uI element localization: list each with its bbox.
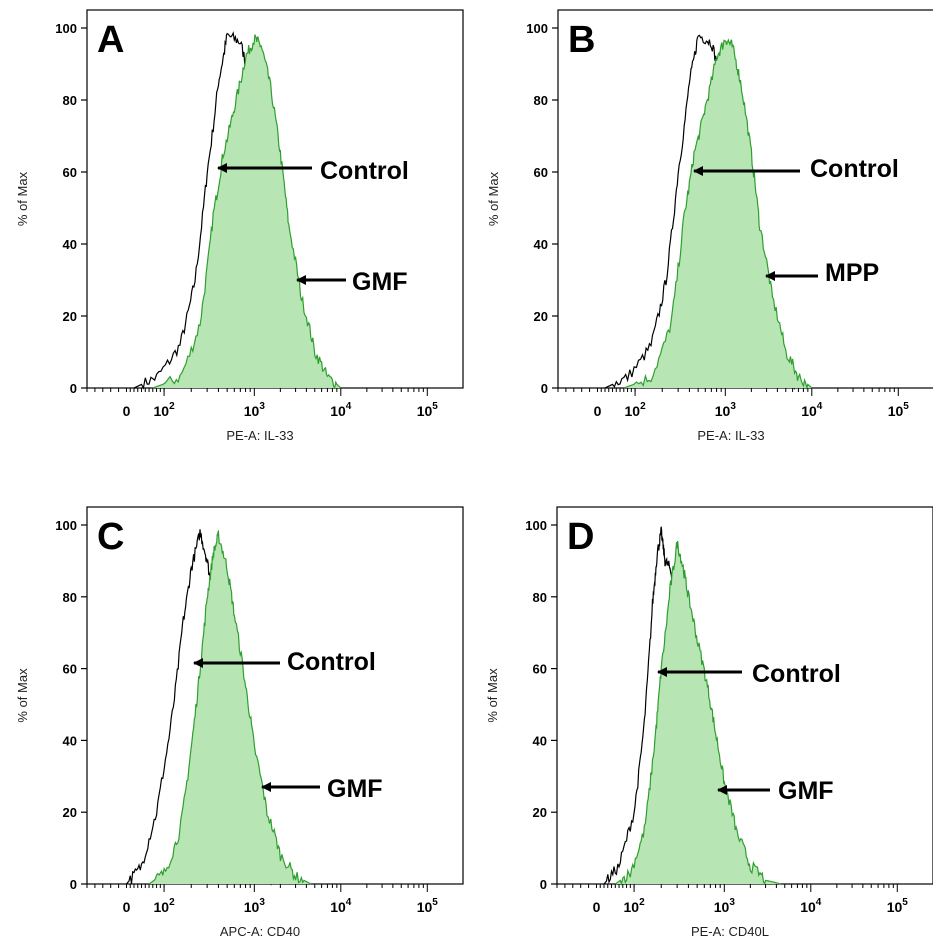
- y-tick-label: 60: [533, 662, 547, 677]
- annotation-label: MPP: [825, 259, 879, 287]
- x-tick-label: 105: [417, 401, 439, 419]
- y-axis-label: % of Max: [485, 668, 500, 723]
- y-tick-label: 20: [534, 309, 548, 324]
- y-tick-label: 80: [63, 93, 77, 108]
- y-tick-label: 40: [533, 733, 547, 748]
- y-axis-label: % of Max: [486, 171, 501, 226]
- x-tick-label: 102: [154, 401, 176, 419]
- y-tick-label: 0: [70, 381, 77, 396]
- annotation-label: GMF: [778, 777, 834, 805]
- panel-letter: A: [97, 19, 124, 61]
- y-tick-label: 0: [540, 877, 547, 892]
- plot-frame: [86, 506, 464, 885]
- x-tick-label: 102: [154, 897, 176, 915]
- y-tick-label: 60: [63, 662, 77, 677]
- panel-b: 0 20 40 60 80 100 0 102 103 104 105 PE-A: IL-33 % of…: [486, 9, 933, 443]
- panel-letter: B: [568, 19, 595, 61]
- annotation-label: Control: [320, 157, 409, 185]
- x-tick-label: 105: [887, 897, 909, 915]
- x-axis-label: PE-A: IL-33: [226, 428, 293, 443]
- y-tick-label: 60: [63, 165, 77, 180]
- y-tick-label: 80: [534, 93, 548, 108]
- x-axis-label: PE-A: IL-33: [697, 428, 764, 443]
- y-tick-label: 60: [534, 165, 548, 180]
- annotation-label: Control: [287, 648, 376, 676]
- series-line-treated: [152, 34, 342, 390]
- x-tick-label: 103: [714, 897, 736, 915]
- series-fill-treated: [152, 34, 341, 388]
- x-tick-label: 104: [330, 401, 352, 419]
- x-tick-label: 103: [244, 401, 266, 419]
- series-fill-treated: [615, 540, 781, 884]
- annotation-label: GMF: [327, 775, 383, 803]
- y-tick-label: 80: [63, 590, 77, 605]
- x-axis-label: PE-A: CD40L: [691, 924, 769, 939]
- y-tick-label: 40: [63, 237, 77, 252]
- x-tick-label: 102: [624, 897, 646, 915]
- annotation-label: Control: [810, 155, 899, 183]
- x-tick-label: 105: [417, 897, 439, 915]
- plot-frame: [556, 506, 933, 885]
- x-tick-label: 0: [123, 403, 131, 419]
- x-tick-label: 0: [123, 899, 131, 915]
- annotation-label: Control: [752, 660, 841, 688]
- y-tick-label: 0: [541, 381, 548, 396]
- panel-letter: C: [97, 516, 124, 558]
- y-tick-label: 100: [525, 518, 547, 533]
- x-tick-label: 103: [715, 401, 737, 419]
- series-fill-treated: [623, 40, 812, 388]
- x-tick-label: 0: [594, 403, 602, 419]
- y-tick-label: 100: [55, 518, 77, 533]
- x-tick-label: 104: [800, 897, 822, 915]
- y-tick-label: 20: [533, 805, 547, 820]
- x-tick-label: 102: [625, 401, 647, 419]
- y-tick-label: 20: [63, 309, 77, 324]
- x-tick-label: 103: [244, 897, 266, 915]
- y-tick-label: 100: [526, 21, 548, 36]
- series-line-treated: [614, 540, 781, 886]
- y-axis-label: % of Max: [15, 668, 30, 723]
- y-tick-label: 20: [63, 805, 77, 820]
- y-tick-label: 100: [55, 21, 77, 36]
- y-axis-label: % of Max: [15, 171, 30, 226]
- series-fill-treated: [149, 531, 311, 884]
- x-tick-label: 105: [888, 401, 910, 419]
- y-tick-label: 80: [533, 590, 547, 605]
- panel-d: 0 20 40 60 80 100 0 102 103 104 105 PE-A: CD40L % of…: [485, 506, 933, 939]
- panel-c: 0 20 40 60 80 100 0 102 103 104 105 APC-A: CD40 % of…: [15, 506, 464, 939]
- series-line-treated: [148, 529, 312, 885]
- y-tick-label: 40: [63, 733, 77, 748]
- y-tick-label: 0: [70, 877, 77, 892]
- series-line-treated: [623, 38, 813, 391]
- x-tick-label: 104: [801, 401, 823, 419]
- x-axis-label: APC-A: CD40: [220, 924, 300, 939]
- y-tick-label: 40: [534, 237, 548, 252]
- panel-letter: D: [567, 516, 594, 558]
- panel-a: 0 20 40 60 80 100 0 102 103 104 105 PE-A: IL-33 % of…: [15, 9, 464, 443]
- x-tick-label: 0: [593, 899, 601, 915]
- x-tick-label: 104: [330, 897, 352, 915]
- annotation-label: GMF: [352, 268, 408, 296]
